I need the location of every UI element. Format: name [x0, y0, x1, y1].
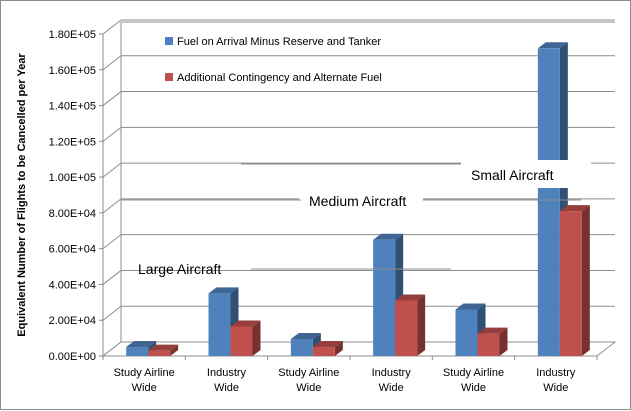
bar-front — [312, 347, 335, 356]
gridline-depth — [102, 305, 122, 321]
x-category-label: Industry — [207, 367, 247, 379]
y-tick-label: 1.20E+05 — [49, 136, 96, 148]
gridline-depth — [102, 55, 122, 71]
bar-front — [373, 239, 396, 356]
bar-front — [477, 333, 500, 356]
bar-side — [581, 205, 590, 356]
bar-contingency — [477, 327, 508, 356]
bar-top — [230, 320, 261, 327]
bar-contingency — [230, 320, 261, 356]
x-category-label: Wide — [379, 382, 404, 394]
x-category-label: Wide — [543, 382, 568, 394]
gridline-depth — [102, 162, 122, 178]
gridline-depth — [102, 91, 122, 106]
legend: Fuel on Arrival Minus Reserve and Tanker… — [165, 36, 382, 84]
x-category-label: Industry — [372, 367, 412, 379]
bar-top — [559, 205, 590, 212]
bar-top — [455, 303, 486, 310]
bar-contingency — [559, 205, 590, 356]
group-label: Small Aircraft — [471, 167, 554, 183]
bar-front — [559, 211, 582, 356]
bar-top — [537, 42, 568, 49]
legend-swatch — [165, 73, 173, 81]
gridline-depth — [102, 19, 122, 35]
bar-side — [252, 320, 261, 356]
bar-top — [312, 341, 343, 348]
bar-contingency — [312, 341, 343, 356]
gridline-depth — [102, 198, 122, 214]
labels: 0.00E+00 2.00E+04 4.00E+04 6.00E+04 8.00E+04… — [16, 29, 591, 394]
legend-swatch — [165, 37, 173, 45]
x-category-label: Wide — [296, 382, 321, 394]
bar-top — [290, 333, 321, 340]
bar-side — [417, 294, 426, 356]
bar-contingency — [395, 294, 426, 356]
legend-label: Additional Contingency and Alternate Fue… — [177, 72, 382, 84]
x-category-label: Industry — [536, 367, 576, 379]
bar-side — [499, 327, 508, 356]
group-labels: Large Aircraft Medium Aircraft Small Aircr… — [121, 160, 591, 277]
group-label: Large Aircraft — [138, 261, 221, 277]
x-category-label: Wide — [132, 382, 157, 394]
x-category-label: Study Airline — [278, 367, 339, 379]
legend-label: Fuel on Arrival Minus Reserve and Tanker — [177, 36, 381, 48]
y-tick-label: 6.00E+04 — [49, 244, 96, 256]
bar-contingency — [148, 344, 179, 356]
bar-front — [290, 339, 313, 356]
bar-top — [373, 233, 404, 240]
gridline-depth — [102, 234, 122, 250]
y-tick-label: 2.00E+04 — [49, 315, 96, 327]
gridlines — [102, 19, 615, 357]
y-tick-label: 4.00E+04 — [49, 279, 96, 291]
x-category-label: Wide — [214, 382, 239, 394]
y-tick-label: 0.00E+00 — [49, 351, 96, 363]
bars — [126, 42, 590, 357]
bar-side — [334, 341, 343, 356]
bar-side — [170, 344, 179, 356]
bar-front — [455, 309, 478, 356]
group-label: Medium Aircraft — [309, 193, 406, 209]
bar-top — [477, 327, 508, 334]
gridline-depth — [102, 126, 122, 142]
bar-top — [148, 344, 179, 351]
back-wall-edge — [120, 21, 615, 342]
bar-top — [208, 287, 239, 294]
bar-front — [148, 350, 171, 356]
group-label-bg — [461, 160, 591, 188]
bar-front — [126, 347, 149, 356]
y-tick-label: 8.00E+04 — [49, 208, 96, 220]
group-label-bg — [299, 189, 423, 211]
bar-top — [126, 341, 157, 348]
y-tick-label: 1.80E+05 — [49, 29, 96, 41]
bar-fuel-on-arrival — [208, 287, 239, 356]
y-tick-label: 1.00E+05 — [49, 172, 96, 184]
y-tick-label: 1.60E+05 — [49, 65, 96, 77]
x-category-label: Study Airline — [114, 367, 175, 379]
bar-front — [537, 48, 560, 357]
bar-front — [208, 293, 231, 356]
y-tick-label: 1.40E+05 — [49, 101, 96, 113]
x-category-label: Wide — [461, 382, 486, 394]
x-category-label: Study Airline — [443, 367, 504, 379]
y-axis-title: Equivalent Number of Flights to be Cance… — [16, 53, 28, 337]
bar-front — [395, 300, 418, 356]
bar-front — [230, 326, 253, 356]
bar-top — [395, 294, 426, 301]
gridline-depth — [102, 270, 122, 285]
